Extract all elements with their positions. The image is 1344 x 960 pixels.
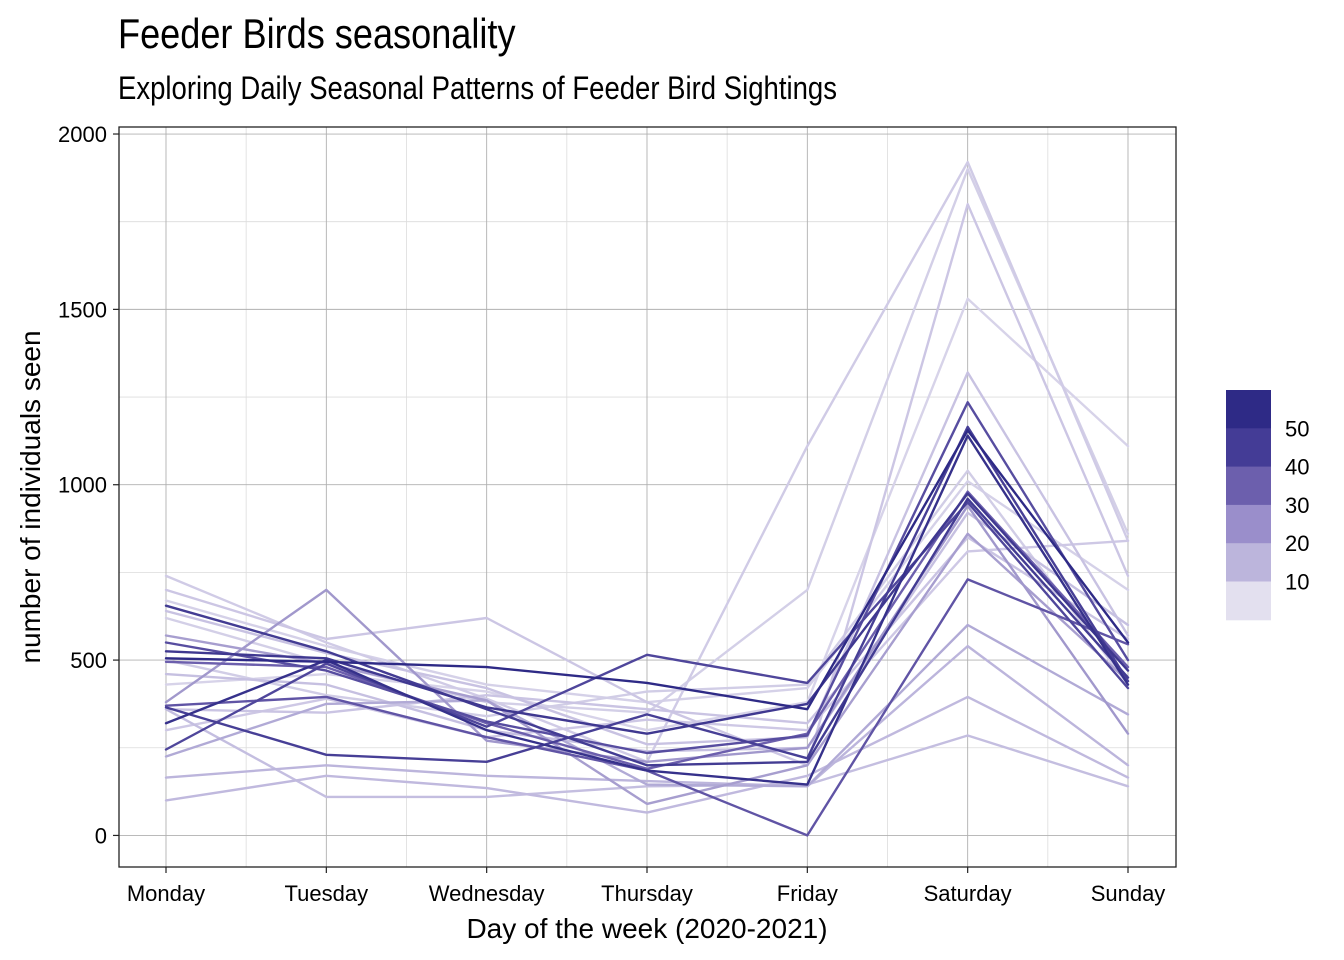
y-tick-label: 1000 — [58, 473, 107, 498]
series-line-10 — [164, 504, 1130, 763]
x-tick-label: Wednesday — [429, 881, 545, 906]
series-line-24 — [164, 536, 1130, 725]
chart-subtitle: Exploring Daily Seasonal Patterns of Fee… — [118, 70, 837, 106]
legend-swatch — [1226, 466, 1271, 506]
series-layer — [164, 160, 1130, 837]
series-line-12 — [164, 644, 1130, 788]
legend-swatch — [1226, 390, 1271, 429]
x-axis-title: Day of the week (2020-2021) — [466, 913, 827, 944]
legend-label: 40 — [1285, 455, 1309, 480]
legend-label: 10 — [1285, 570, 1309, 595]
legend-label: 30 — [1285, 493, 1309, 518]
series-line-13 — [164, 695, 1130, 814]
x-tick-label: Saturday — [924, 881, 1012, 906]
series-line-9 — [164, 490, 1130, 770]
series-line-18 — [164, 202, 1130, 767]
x-tick-label: Friday — [777, 881, 838, 906]
series-line-11 — [164, 623, 1130, 788]
legend-label: 50 — [1285, 416, 1309, 441]
legend: 50 40 30 20 10 — [1226, 390, 1309, 621]
series-line-22 — [164, 539, 1130, 739]
y-tick-label: 1500 — [58, 297, 107, 322]
y-axis-title: number of individuals seen — [15, 330, 46, 663]
grid-layer — [119, 127, 1176, 867]
series-line-5 — [164, 501, 1130, 751]
y-tick-label: 500 — [70, 648, 107, 673]
legend-swatch — [1226, 543, 1271, 582]
series-line-20 — [164, 371, 1130, 746]
y-tick-label: 0 — [95, 823, 107, 848]
series-line-21 — [164, 469, 1130, 718]
x-tick-label: Sunday — [1091, 881, 1166, 906]
x-tick-label: Tuesday — [285, 881, 369, 906]
series-line-2 — [164, 434, 1130, 786]
x-tick-label: Monday — [127, 881, 205, 906]
series-line-7 — [164, 401, 1130, 755]
series-line-25 — [164, 511, 1130, 753]
legend-swatch — [1226, 428, 1271, 468]
y-tick-label: 2000 — [58, 122, 107, 147]
series-line-19 — [164, 297, 1130, 732]
series-line-3 — [164, 497, 1130, 767]
series-line-4 — [164, 492, 1130, 735]
series-line-1 — [164, 429, 1130, 711]
series-line-6 — [164, 425, 1130, 763]
legend-swatch — [1226, 581, 1271, 621]
legend-label: 20 — [1285, 531, 1309, 556]
series-line-14 — [164, 708, 1130, 799]
x-tick-label: Thursday — [601, 881, 693, 906]
axis-layer: 0 500 1000 1500 2000 Monday Tuesday Wednesday Th… — [58, 122, 1165, 906]
chart-title: Feeder Birds seasonality — [118, 10, 516, 57]
legend-swatch — [1226, 504, 1271, 544]
